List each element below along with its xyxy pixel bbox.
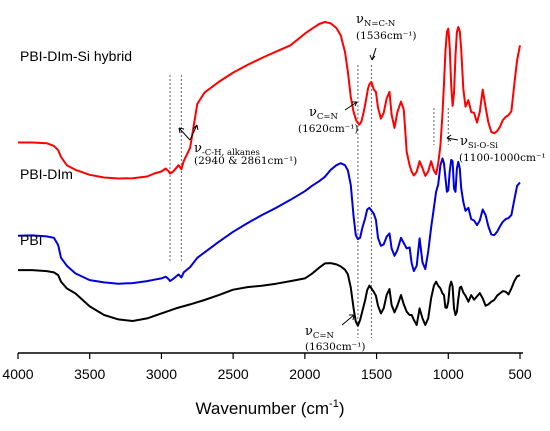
annotation-ch-label: ν-C-H, alkanes [194,141,260,158]
annotation-siosi-label: νSi-O-Si [460,134,498,151]
annotation-cn-hybrid-value: (1620cm⁻¹) [298,123,359,135]
arrow-ch-left [178,127,191,141]
series-line-pbi-dim-si-hybrid [18,21,521,180]
arrow-ncn [371,47,377,61]
series-label-hybrid: PBI-DIm-Si hybrid [20,48,132,64]
x-tick-label-4000: 4000 [2,366,33,382]
series-label-pbi-dim: PBI-DIm [20,166,73,182]
arrow-cn-pbi-head [349,314,355,321]
annotation-ncn-label: νN=C-N [356,12,396,29]
x-tick-label-500: 500 [508,366,532,382]
annotation-siosi: νSi-O-Si (1100-1000cm⁻¹ [446,134,546,164]
arrow-ncn-head [369,54,376,61]
x-tick-label-1500: 1500 [361,366,392,382]
arrow-siosi [446,137,459,141]
arrow-cn-hybrid-head [352,101,358,107]
x-tick-label-2500: 2500 [218,366,249,382]
arrow-cn-hybrid [344,101,358,111]
annotation-ncn: νN=C-N (1536cm⁻¹) [356,12,417,61]
x-axis-title-sup: -1 [329,398,339,410]
x-tick-label-1000: 1000 [433,366,464,382]
annotation-ch-value: (2940 & 2861cm⁻¹) [194,155,297,167]
arrow-ch-left-head [178,127,185,134]
annotation-cn-pbi: νC=N (1630cm⁻¹) [305,314,366,353]
x-ticks: 4000 3500 3000 2500 2000 1500 1000 500 [2,353,532,382]
arrow-cn-pbi [341,314,355,326]
annotation-cn-hybrid: νC=N (1620cm⁻¹) [298,101,359,135]
annotation-ch-alkanes: ν-C-H, alkanes (2940 & 2861cm⁻¹) [178,124,297,167]
annotation-cn-hybrid-label: νC=N [309,105,339,122]
annotation-siosi-value: (1100-1000cm⁻¹ [459,152,546,164]
x-tick-label-2000: 2000 [289,366,320,382]
annotation-cn-pbi-value: (1630cm⁻¹) [305,341,366,353]
arrow-ch-right-head [192,124,199,131]
arrow-siosi-head [446,134,452,142]
series-line-pbi-dim [17,157,521,285]
x-tick-label-3000: 3000 [146,366,177,382]
arrow-ch-right [189,124,198,141]
series-label-pbi: PBI [20,232,43,248]
annotation-ncn-value: (1536cm⁻¹) [356,30,417,42]
x-tick-label-3500: 3500 [74,366,105,382]
series-line-pbi [18,262,521,327]
annotation-cn-pbi-label: νC=N [305,324,335,341]
spectra-series [17,21,521,327]
x-axis-title: Wavenumber (cm-1) [196,398,345,418]
